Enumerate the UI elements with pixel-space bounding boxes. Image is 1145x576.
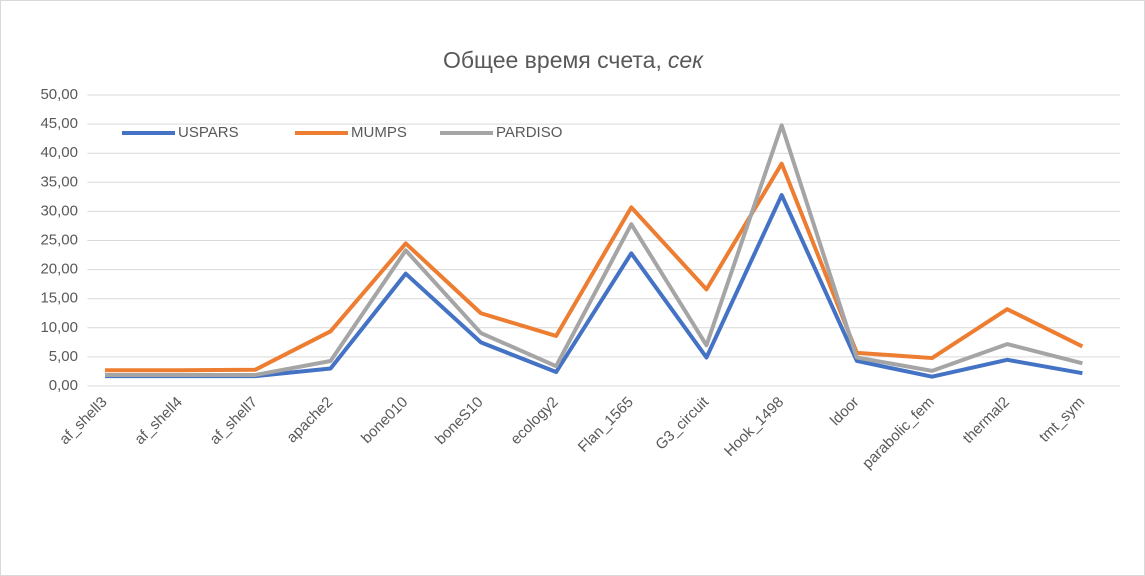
y-tick-label: 45,00 <box>40 115 78 132</box>
chart-title: Общее время счета, сек <box>443 47 704 73</box>
title-text: Общее время счета, <box>443 47 662 73</box>
series-line <box>104 193 1083 379</box>
y-tick-label: 5,00 <box>49 348 78 365</box>
series-line <box>104 123 1083 377</box>
y-tick-label: 40,00 <box>40 144 78 161</box>
y-tick-label: 15,00 <box>40 290 78 307</box>
y-tick-label: 35,00 <box>40 173 78 190</box>
y-tick-label: 25,00 <box>40 231 78 248</box>
y-tick-label: 50,00 <box>40 86 78 103</box>
legend-label: USPARS <box>178 124 239 141</box>
series-line <box>104 161 1084 373</box>
y-tick-label: 20,00 <box>40 261 78 278</box>
y-tick-label: 10,00 <box>40 319 78 336</box>
legend-label: MUMPS <box>351 124 407 141</box>
title-unit: сек <box>668 47 704 73</box>
legend-label: PARDISO <box>496 124 562 141</box>
y-tick-label: 30,00 <box>40 202 78 219</box>
y-tick-label: 0,00 <box>49 377 78 394</box>
